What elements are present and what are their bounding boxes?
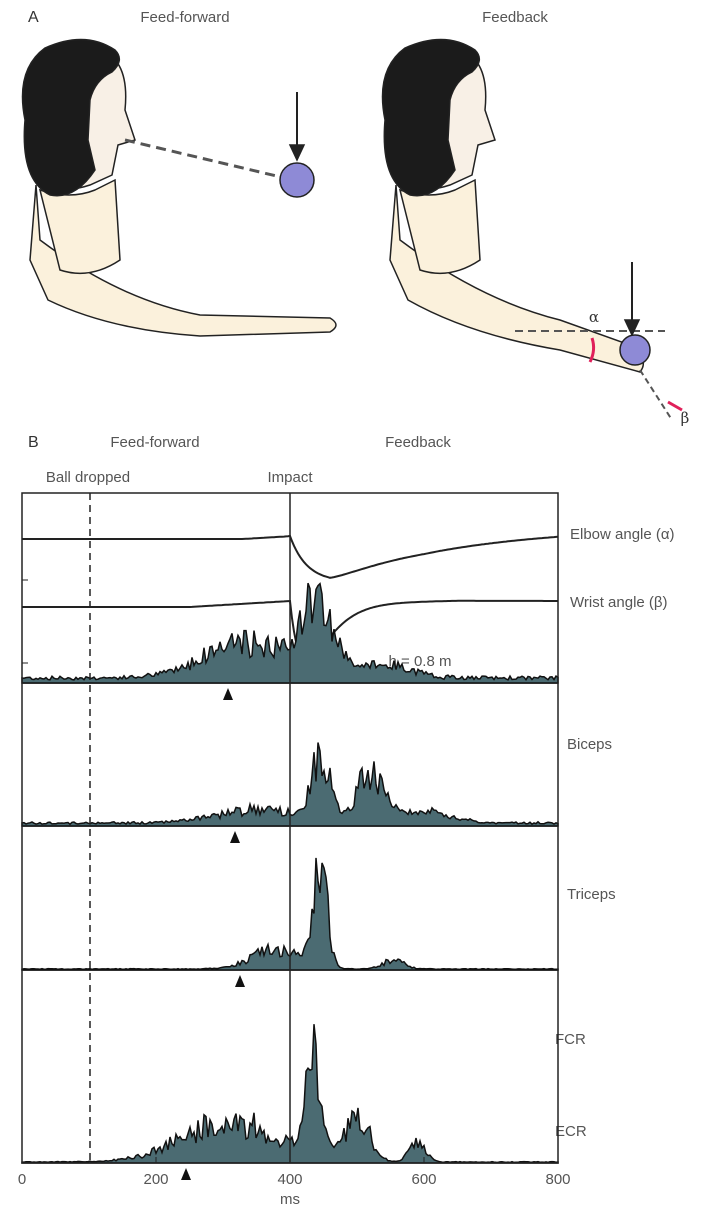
onset-marker bbox=[223, 688, 233, 700]
illustration-feedback bbox=[381, 38, 683, 421]
x-tick-label: 600 bbox=[411, 1171, 436, 1188]
panel-title: Feedback bbox=[482, 9, 548, 26]
muscle-label: Triceps bbox=[567, 886, 616, 903]
panel-label: A bbox=[28, 9, 39, 26]
illustration-feedforward bbox=[21, 38, 337, 337]
emg-envelope bbox=[21, 1024, 559, 1164]
x-tick-label: 0 bbox=[18, 1171, 26, 1188]
onset-marker bbox=[235, 975, 245, 987]
phase-label: Feedback bbox=[385, 434, 451, 451]
phase-label: Feed-forward bbox=[110, 434, 199, 451]
x-tick-label: 200 bbox=[143, 1171, 168, 1188]
angle-label: α bbox=[589, 308, 599, 326]
x-axis-label: ms bbox=[280, 1191, 300, 1208]
height-note: h = 0.8 m bbox=[389, 653, 452, 670]
emg-envelope bbox=[21, 857, 559, 971]
event-label: Impact bbox=[267, 469, 313, 486]
onset-marker bbox=[230, 831, 240, 843]
event-label: Ball dropped bbox=[46, 469, 130, 486]
muscle-label: FCR bbox=[555, 1031, 586, 1048]
x-tick-label: 400 bbox=[277, 1171, 302, 1188]
onset-marker bbox=[181, 1168, 191, 1180]
trace-label: Elbow angle (α) bbox=[570, 526, 675, 543]
panel-label: B bbox=[28, 434, 39, 451]
emg-envelope bbox=[21, 742, 559, 827]
trace-label: Wrist angle (β) bbox=[570, 594, 668, 611]
muscle-label: ECR bbox=[555, 1123, 587, 1140]
muscle-label: Biceps bbox=[567, 736, 612, 753]
angle-label: β bbox=[681, 409, 690, 427]
x-tick-label: 800 bbox=[545, 1171, 570, 1188]
panel-title: Feed-forward bbox=[140, 9, 229, 26]
